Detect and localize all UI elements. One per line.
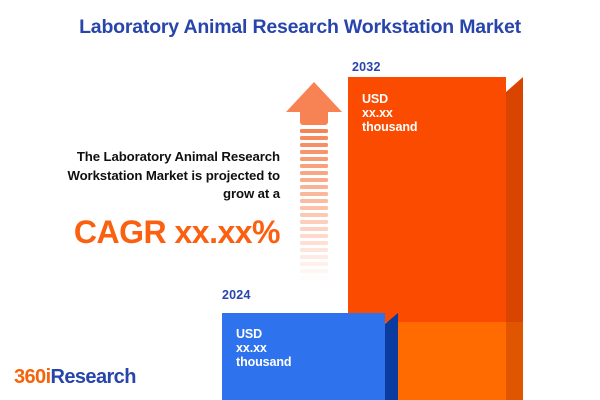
bar-2024-year-label: 2024 [222, 288, 251, 302]
arrow-segment [300, 136, 328, 140]
arrow-head-icon [286, 82, 342, 112]
growth-arrow-icon [286, 82, 342, 288]
logo-text-research: Research [50, 366, 137, 388]
arrow-segment [300, 227, 328, 231]
page-title: Laboratory Animal Research Workstation M… [79, 16, 521, 38]
brand-logo[interactable]: 360iResearch [14, 366, 136, 389]
arrow-segment [300, 129, 328, 133]
arrow-neck [300, 112, 328, 125]
cagr-value: CAGR xx.xx% [73, 214, 281, 251]
arrow-segment [300, 241, 328, 245]
arrow-segment [300, 262, 328, 266]
bar-2032-front-face-upper [348, 77, 506, 322]
arrow-segment [300, 248, 328, 252]
annotation-line-1: The Laboratory Animal Research [76, 149, 280, 164]
arrow-segment [300, 192, 328, 196]
arrow-segment [300, 199, 328, 203]
logo-text-i: i [45, 366, 52, 388]
arrow-segment [300, 143, 328, 147]
arrow-segment [300, 220, 328, 224]
arrow-segment [300, 178, 328, 182]
arrow-segment [300, 150, 328, 154]
arrow-segment [300, 171, 328, 175]
arrow-segment [300, 255, 328, 259]
arrow-segment [300, 213, 328, 217]
annotation-block: The Laboratory Animal Research Workstati… [14, 148, 280, 248]
bar-2032-side-face-lower [506, 322, 523, 400]
bar-2032-year-label: 2032 [352, 60, 381, 74]
bar-2024-front-face [222, 313, 385, 400]
bar-2032-side-face-upper [506, 77, 523, 322]
arrow-segment [300, 276, 328, 280]
arrow-segment [300, 157, 328, 161]
annotation-line-2: Workstation Market is projected to [67, 167, 280, 183]
bar-2024-value-label: USD xx.xx thousand [236, 327, 292, 369]
arrow-segment [300, 234, 328, 238]
arrow-shaft-segments [300, 129, 328, 288]
bar-2024-side-face [385, 313, 398, 400]
annotation-text: The Laboratory Animal Research Workstati… [14, 148, 280, 204]
arrow-segment [300, 269, 328, 273]
annotation-line-3: grow at a [223, 186, 280, 202]
arrow-segment [300, 206, 328, 210]
arrow-segment [300, 185, 328, 189]
logo-text-360: 360 [14, 366, 46, 388]
arrow-segment [300, 164, 328, 168]
bar-2032-value-label: USD xx.xx thousand [362, 92, 418, 134]
